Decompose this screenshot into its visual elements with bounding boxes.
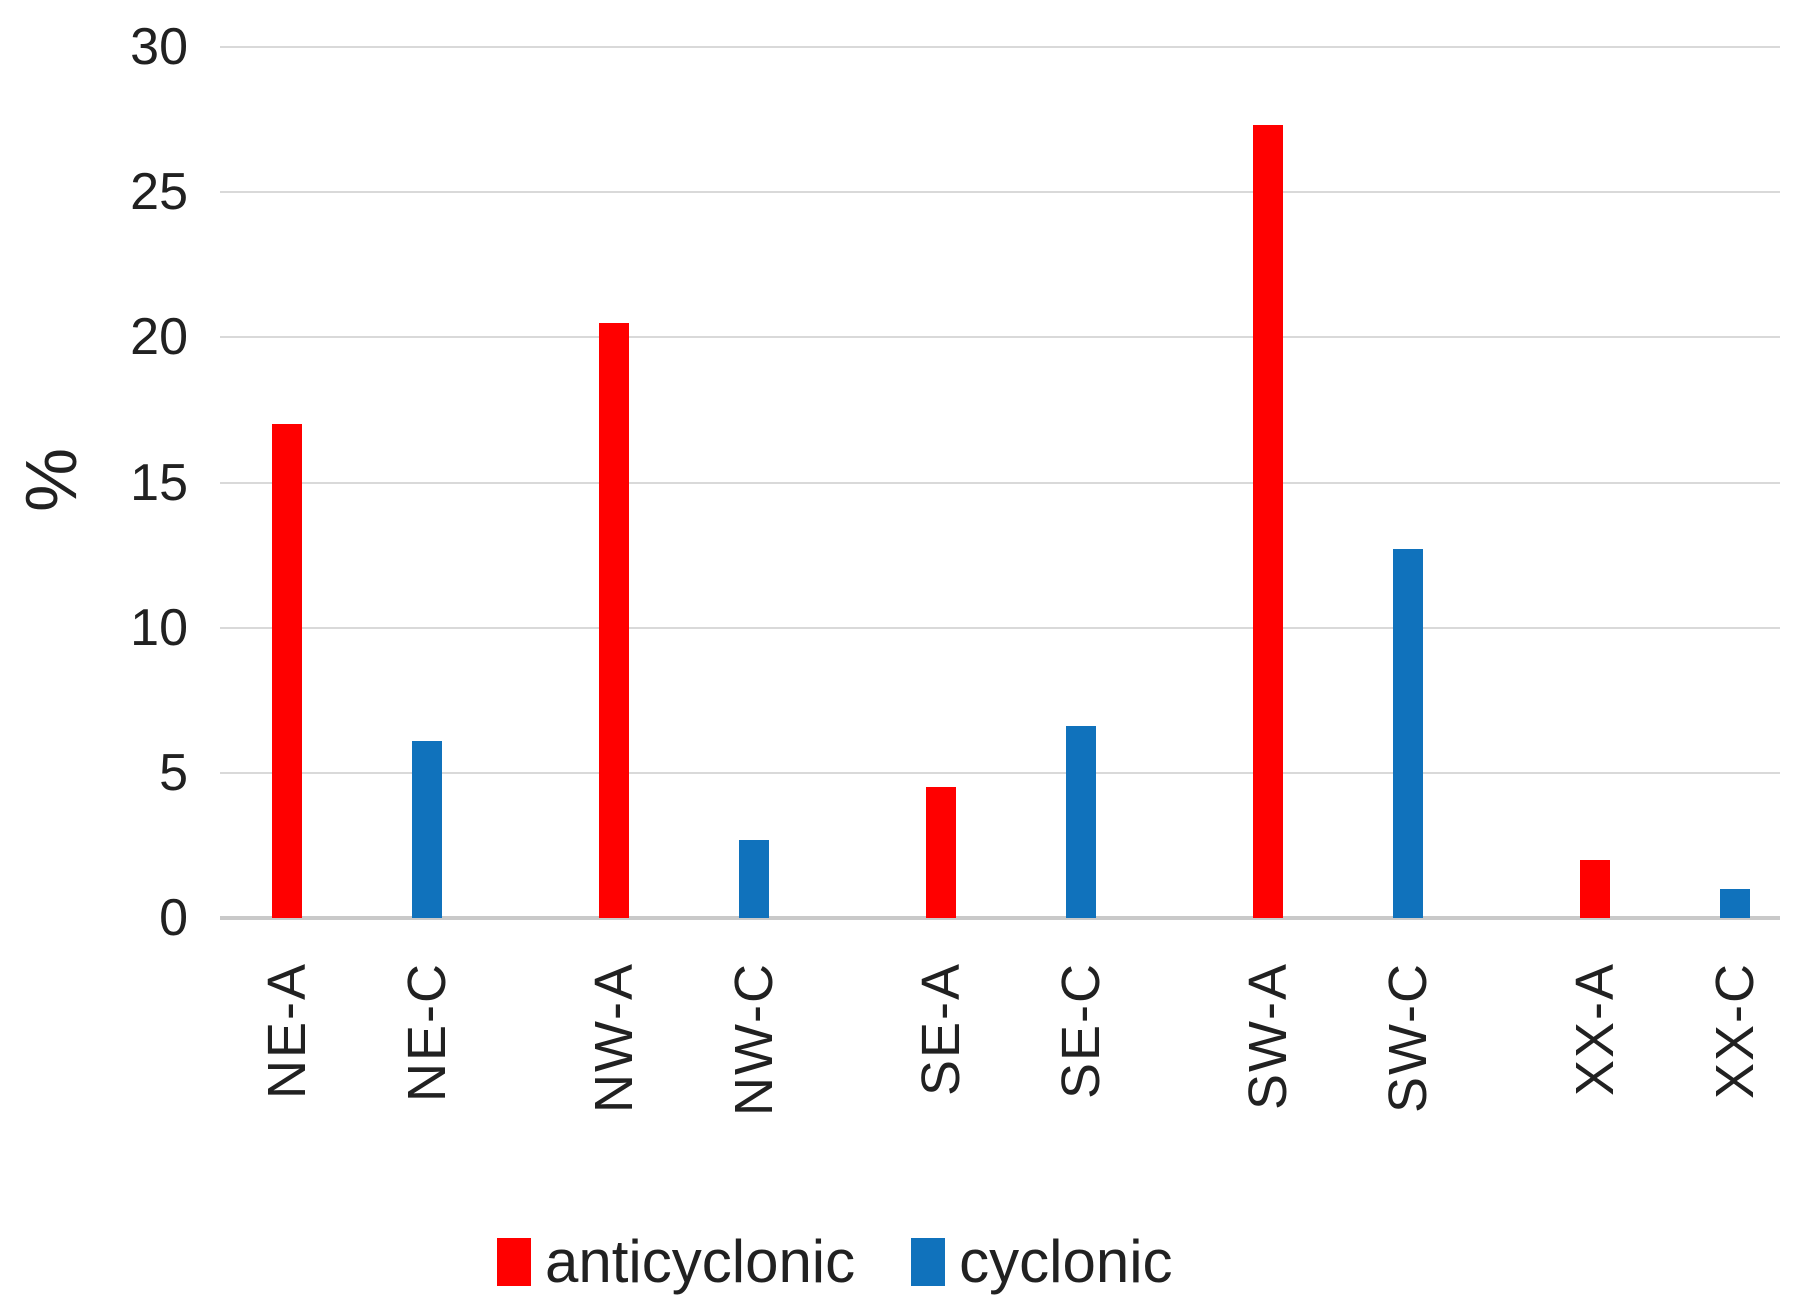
- bar-xx-a: [1580, 860, 1610, 918]
- gridline-y-10: [220, 627, 1780, 629]
- legend-label-anticyclonic: anticyclonic: [545, 1228, 856, 1295]
- gridline-y-30: [220, 46, 1780, 48]
- gridline-y-25: [220, 191, 1780, 193]
- legend-swatch-cyclonic: [911, 1238, 946, 1286]
- bar-sw-a: [1253, 125, 1283, 918]
- y-tick-label-0: 0: [159, 889, 188, 947]
- x-axis-label-ne-a: NE-A: [257, 962, 317, 1100]
- bar-ne-c: [412, 741, 442, 918]
- gridline-y-15: [220, 482, 1780, 484]
- x-axis-label-xx-a: XX-A: [1565, 962, 1625, 1097]
- legend-label-cyclonic: cyclonic: [959, 1228, 1173, 1295]
- y-tick-label-20: 20: [130, 308, 188, 366]
- x-axis-line: [220, 916, 1780, 920]
- x-axis-label-ne-c: NE-C: [397, 962, 457, 1102]
- bar-sw-c: [1393, 549, 1423, 918]
- y-tick-label-30: 30: [130, 18, 188, 76]
- legend-item-cyclonic: cyclonic: [911, 1228, 1173, 1295]
- x-axis-label-nw-c: NW-C: [724, 962, 784, 1116]
- legend-item-anticyclonic: anticyclonic: [497, 1232, 855, 1292]
- y-tick-label-10: 10: [130, 599, 188, 657]
- legend: anticyclonic cyclonic: [497, 1232, 1173, 1292]
- bar-se-c: [1066, 726, 1096, 918]
- bar-nw-a: [599, 323, 629, 918]
- x-axis-label-se-c: SE-C: [1051, 962, 1111, 1100]
- bar-se-a: [926, 787, 956, 918]
- gridline-y-5: [220, 772, 1780, 774]
- x-axis-label-nw-a: NW-A: [584, 962, 644, 1113]
- x-axis-label-xx-c: XX-C: [1705, 962, 1765, 1100]
- gridline-y-20: [220, 336, 1780, 338]
- y-tick-label-5: 5: [159, 744, 188, 802]
- legend-swatch-anticyclonic: [497, 1238, 531, 1286]
- y-tick-label-15: 15: [130, 454, 188, 512]
- bar-ne-a: [272, 424, 302, 918]
- x-axis-label-se-a: SE-A: [911, 962, 971, 1097]
- y-tick-label-25: 25: [130, 163, 188, 221]
- x-axis-label-sw-a: SW-A: [1238, 962, 1298, 1111]
- x-axis-label-sw-c: SW-C: [1378, 962, 1438, 1113]
- bar-nw-c: [739, 840, 769, 918]
- bar-xx-c: [1720, 889, 1750, 918]
